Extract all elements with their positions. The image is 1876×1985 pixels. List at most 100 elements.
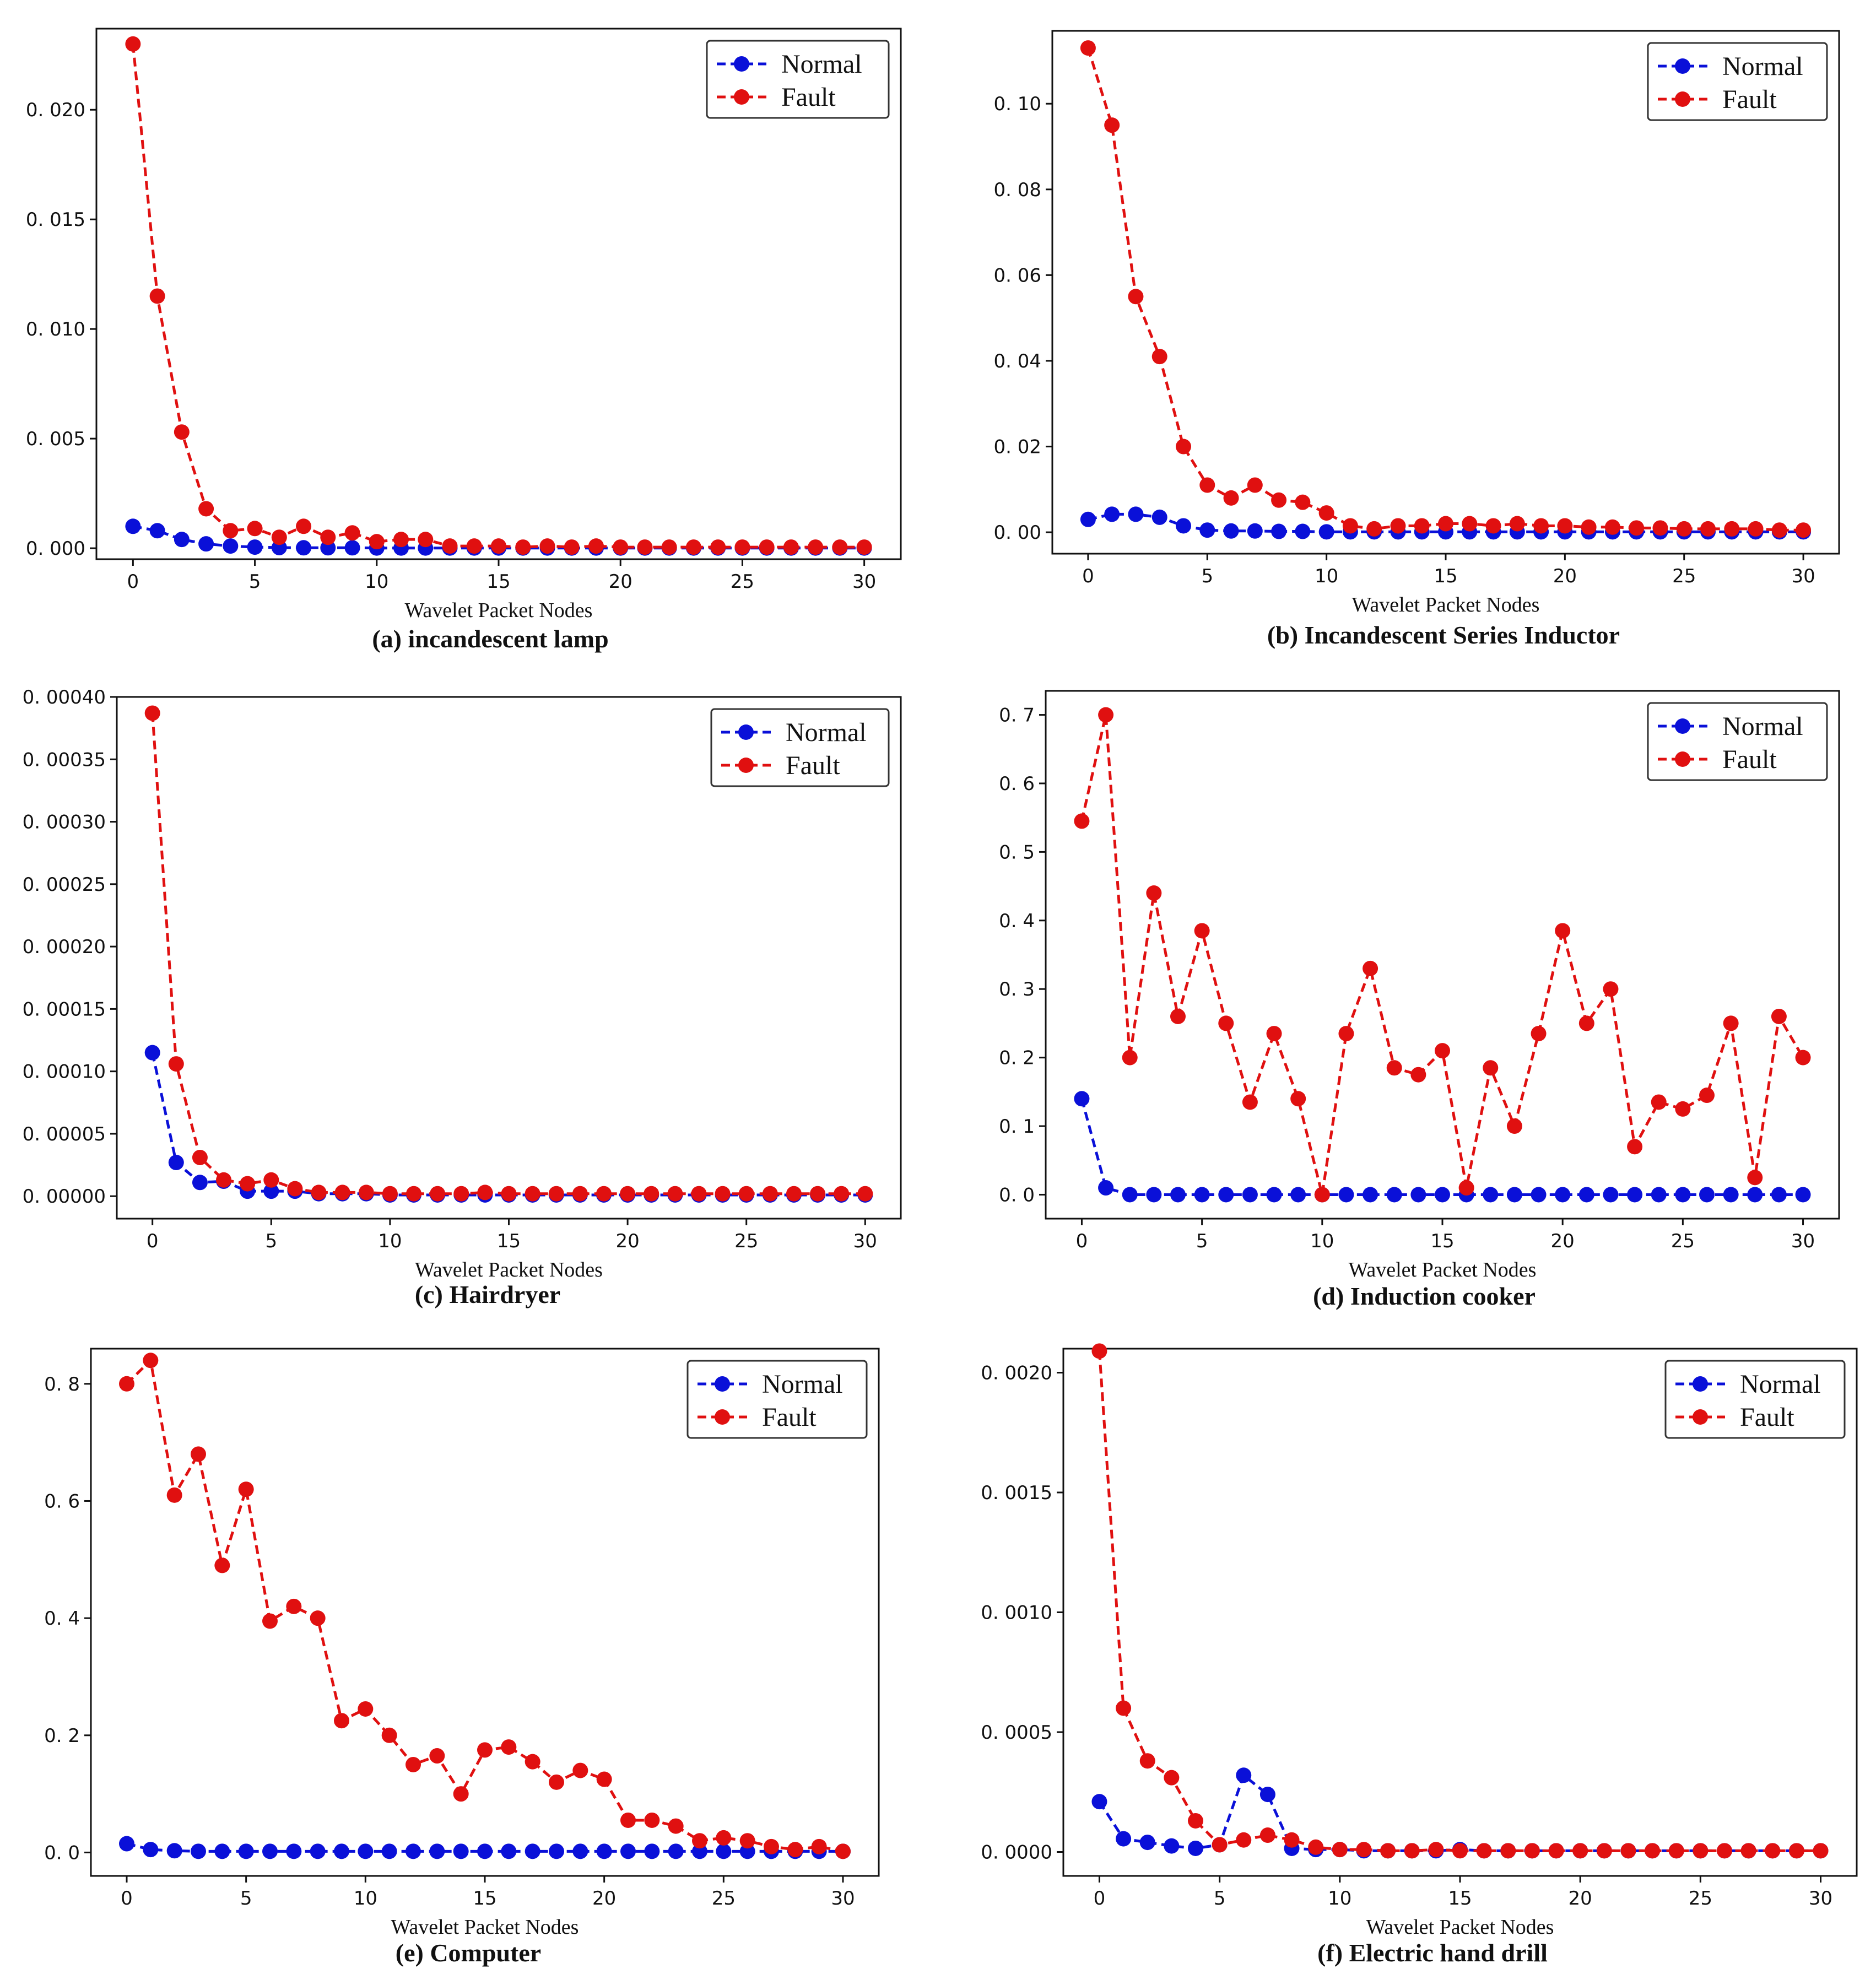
data-point-fault xyxy=(1651,1094,1667,1110)
chart-panel-b: 0 5 10 15 20 25 30 0. 00 0. 02 0. 04 0. 06 0. 08 0. … xyxy=(993,30,1840,649)
data-point-fault xyxy=(223,523,239,539)
data-point-fault xyxy=(1332,1842,1348,1858)
data-point-fault xyxy=(525,1754,540,1770)
data-point-fault xyxy=(1386,1060,1402,1076)
data-point-normal xyxy=(214,1843,230,1859)
data-point-fault xyxy=(1771,1008,1787,1024)
data-point-fault xyxy=(832,539,848,555)
data-point-fault xyxy=(715,1186,731,1202)
x-tick-label: 10 xyxy=(1315,565,1338,587)
data-point-normal xyxy=(1531,1187,1547,1203)
data-point-fault xyxy=(466,538,482,554)
legend-label-normal: Normal xyxy=(786,718,867,747)
data-point-fault xyxy=(1603,981,1619,997)
legend-box xyxy=(1664,1360,1846,1439)
y-tick-label: 0. 00035 xyxy=(23,749,106,771)
y-tick-label: 0. 06 xyxy=(993,264,1041,286)
data-point-normal xyxy=(310,1843,326,1859)
data-point-fault xyxy=(644,1812,660,1828)
data-point-normal xyxy=(1723,1187,1739,1203)
data-point-normal xyxy=(262,1843,278,1859)
data-point-fault xyxy=(491,538,506,554)
legend: Normal Fault xyxy=(710,708,890,787)
legend-swatch-marker xyxy=(1675,58,1690,74)
data-point-fault xyxy=(334,1713,349,1729)
data-point-fault xyxy=(1284,1832,1300,1848)
data-point-normal xyxy=(525,1843,540,1859)
data-point-fault xyxy=(334,1184,350,1200)
data-point-fault xyxy=(1212,1837,1228,1853)
data-point-normal xyxy=(1266,1187,1282,1203)
data-point-fault xyxy=(549,1774,564,1790)
data-point-fault xyxy=(262,1613,278,1629)
data-point-fault xyxy=(191,1446,206,1462)
data-point-normal xyxy=(358,1843,374,1859)
data-point-fault xyxy=(369,534,385,550)
data-point-fault xyxy=(1295,494,1311,510)
data-point-fault xyxy=(501,1186,517,1202)
x-tick-label: 30 xyxy=(1809,1887,1832,1910)
y-tick-label: 0. 3 xyxy=(999,978,1035,1000)
data-point-normal xyxy=(263,1183,279,1199)
chart-caption: (d) Induction cooker xyxy=(1313,1282,1536,1310)
data-point-fault xyxy=(525,1186,540,1202)
series-line-normal xyxy=(151,1052,866,1197)
x-tick-label: 0 xyxy=(121,1887,133,1910)
data-point-normal xyxy=(1098,1180,1114,1196)
data-point-fault xyxy=(1438,516,1453,532)
data-point-fault xyxy=(1533,518,1549,534)
data-point-fault xyxy=(166,1487,182,1503)
data-point-normal xyxy=(549,1843,564,1859)
data-point-fault xyxy=(1740,1843,1756,1859)
data-point-normal xyxy=(1555,1187,1571,1203)
x-tick-label: 30 xyxy=(831,1887,855,1910)
chart-panel-f: 0 5 10 15 20 25 30 0. 0000 0. 0005 0. 0010 0. 0015… xyxy=(981,1343,1858,1967)
x-tick-label: 5 xyxy=(1201,565,1213,587)
x-tick-label: 10 xyxy=(1310,1230,1334,1252)
data-point-fault xyxy=(1146,885,1162,901)
data-point-fault xyxy=(198,501,214,517)
legend-swatch-marker xyxy=(734,56,749,72)
data-point-fault xyxy=(1485,518,1501,534)
data-point-fault xyxy=(620,1812,636,1828)
data-point-fault xyxy=(1548,1843,1564,1859)
x-axis-title: Wavelet Packet Nodes xyxy=(415,1258,603,1281)
data-point-fault xyxy=(1572,1843,1588,1859)
data-point-fault xyxy=(691,1186,707,1202)
legend-label-fault: Fault xyxy=(1722,85,1777,114)
data-point-normal xyxy=(1771,1187,1787,1203)
data-point-normal xyxy=(1627,1187,1643,1203)
data-point-fault xyxy=(588,538,604,554)
data-point-fault xyxy=(1652,520,1668,536)
data-point-fault xyxy=(344,525,360,541)
data-point-normal xyxy=(1164,1838,1180,1854)
data-point-fault xyxy=(168,1056,184,1072)
legend-label-fault: Fault xyxy=(1740,1403,1794,1432)
data-point-normal xyxy=(477,1843,493,1859)
y-tick-label: 0. 08 xyxy=(993,179,1041,201)
data-point-fault xyxy=(1604,519,1620,535)
x-tick-label: 15 xyxy=(497,1230,521,1252)
data-point-fault xyxy=(856,539,872,555)
data-point-normal xyxy=(1699,1187,1715,1203)
data-point-fault xyxy=(1176,439,1191,455)
x-tick-label: 10 xyxy=(365,571,388,593)
data-point-normal xyxy=(1506,1187,1522,1203)
x-tick-label: 25 xyxy=(1672,565,1696,587)
data-point-normal xyxy=(238,1843,254,1859)
chart-caption: (a) incandescent lamp xyxy=(372,625,608,653)
data-point-fault xyxy=(1318,505,1334,521)
data-point-fault xyxy=(174,424,190,440)
data-point-normal xyxy=(1603,1187,1619,1203)
data-point-fault xyxy=(1531,1026,1547,1042)
data-point-fault xyxy=(382,1186,398,1202)
data-point-fault xyxy=(1363,960,1378,976)
data-point-normal xyxy=(1128,506,1144,522)
y-tick-label: 0. 0020 xyxy=(981,1362,1052,1384)
x-tick-label: 25 xyxy=(1671,1230,1695,1252)
data-point-fault xyxy=(572,1762,588,1778)
chart-panel-e: 0 5 10 15 20 25 30 0. 0 0. 2 0. 4 0. 6 0. 8 Wavelet … xyxy=(44,1348,880,1967)
chart-caption: (f) Electric hand drill xyxy=(1317,1939,1548,1967)
data-point-fault xyxy=(1164,1770,1180,1786)
x-tick-label: 10 xyxy=(378,1230,402,1252)
